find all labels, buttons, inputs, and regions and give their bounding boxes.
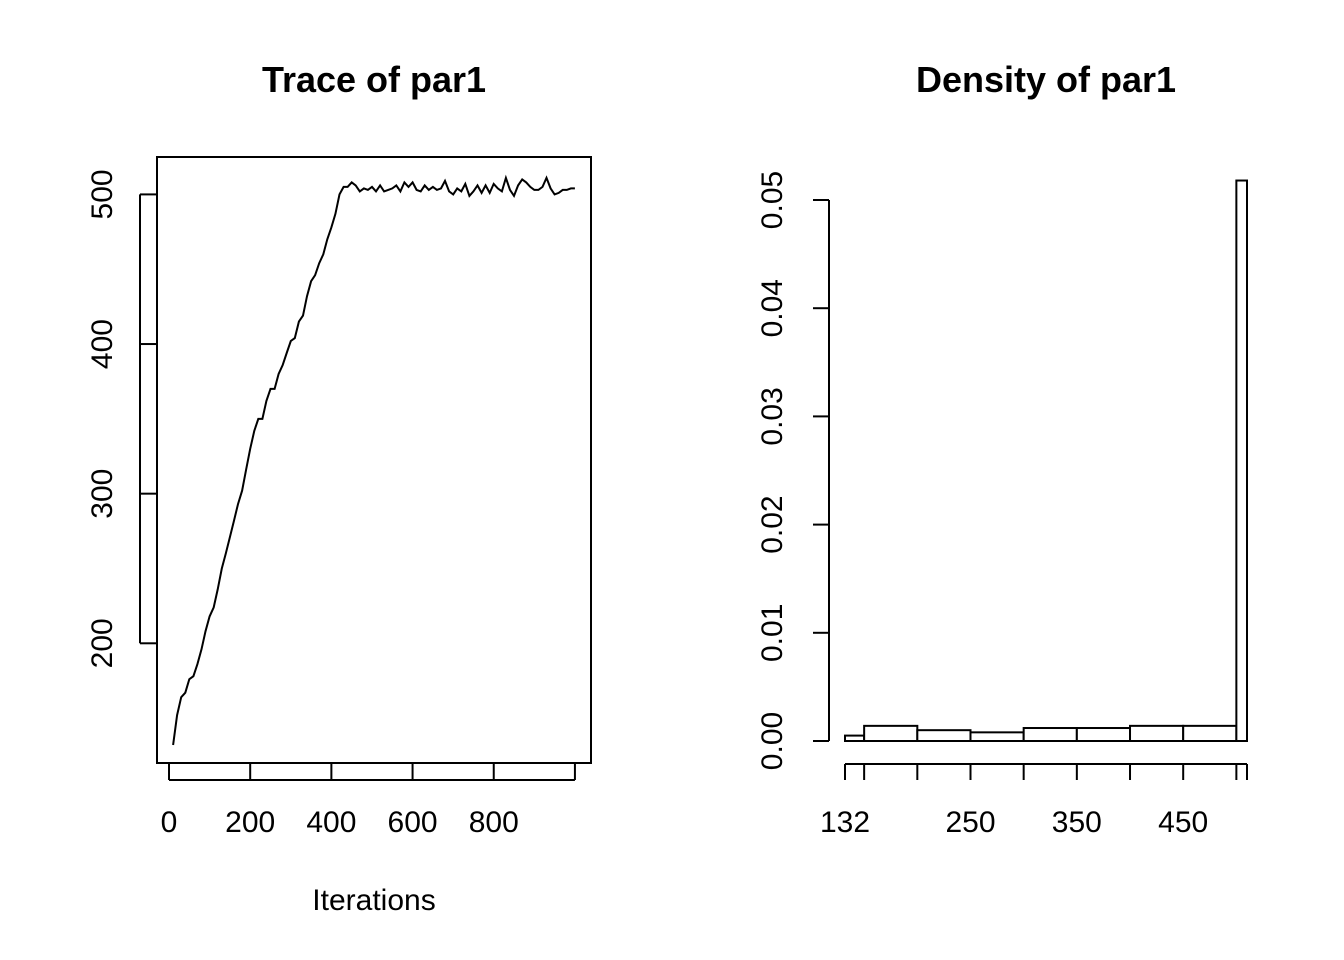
density-x-tick-label: 132 [820, 806, 870, 839]
trace-y-axis: 200 300 400 500 [86, 169, 156, 668]
density-y-tick-label: 0.04 [756, 279, 789, 337]
trace-x-tick-label: 200 [225, 806, 275, 839]
density-bar [969, 731, 1025, 742]
trace-x-label: Iterations [312, 884, 435, 917]
density-y-tick-label: 0.02 [756, 495, 789, 553]
trace-y-tick-label: 500 [86, 169, 119, 219]
density-bar [1235, 179, 1249, 743]
trace-x-tick-label: 800 [469, 806, 519, 839]
density-y-tick-label: 0.03 [756, 387, 789, 445]
trace-series-line [172, 174, 575, 746]
trace-x-tick-label: 400 [306, 806, 356, 839]
density-bar [1129, 724, 1185, 742]
trace-y-tick-label: 300 [86, 469, 119, 519]
trace-plot-box [156, 156, 592, 764]
density-x-tick-label: 350 [1052, 806, 1102, 839]
density-y-tick-label: 0.01 [756, 604, 789, 662]
trace-x-axis: 0 200 400 600 800 [161, 764, 576, 839]
trace-x-tick-label: 0 [161, 806, 178, 839]
density-y-tick-label: 0.00 [756, 712, 789, 770]
density-bar [1182, 724, 1238, 742]
density-bar [916, 729, 972, 742]
trace-x-tick-label: 600 [388, 806, 438, 839]
density-panel: Density of par1 132 250 350 450 0.000.010.0… [756, 59, 1249, 839]
trace-title: Trace of par1 [262, 59, 486, 100]
trace-panel: Trace of par1 0 200 400 600 800 200 300 400 500… [86, 59, 592, 917]
density-title: Density of par1 [916, 59, 1176, 100]
density-bar [844, 734, 866, 743]
trace-y-tick-label: 200 [86, 618, 119, 668]
density-y-tick-label: 0.05 [756, 171, 789, 229]
density-x-axis: 132 250 350 450 [820, 763, 1248, 839]
density-y-axis: 0.00 0.01 0.02 0.03 0.04 0.05 [756, 171, 830, 770]
density-x-tick-label: 250 [945, 806, 995, 839]
density-bars [844, 179, 1249, 743]
density-bar [1075, 727, 1132, 742]
trace-y-tick-label: 400 [86, 319, 119, 369]
density-bar [863, 724, 919, 742]
density-x-tick-label: 450 [1158, 806, 1208, 839]
density-bar [1022, 727, 1078, 742]
